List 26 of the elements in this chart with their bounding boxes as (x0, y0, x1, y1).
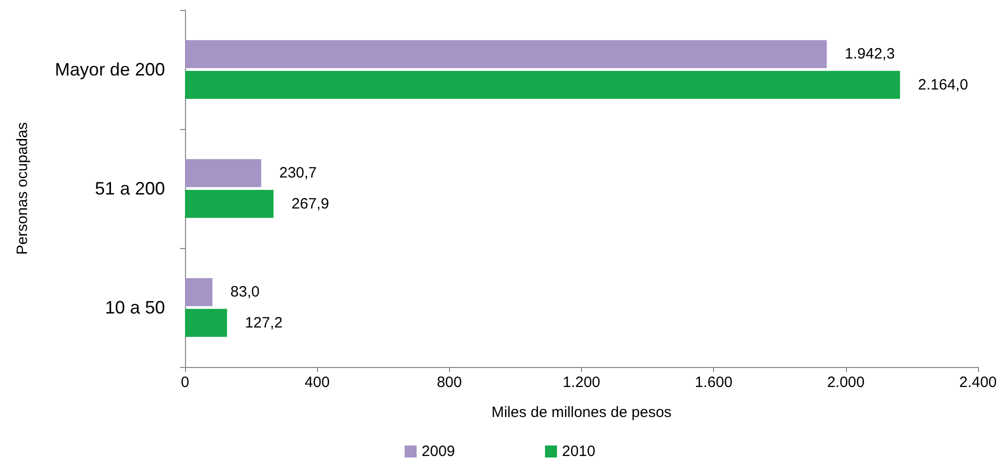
bar (185, 70, 900, 99)
bar (185, 278, 212, 306)
bar (185, 159, 262, 188)
x-tick-label: 800 (436, 374, 462, 391)
data-label: 1.942,3 (844, 46, 895, 63)
x-tick-label: 2.000 (827, 374, 865, 391)
bar (185, 40, 827, 68)
x-tick-label: 400 (304, 374, 330, 391)
data-label: 2.164,0 (918, 76, 968, 94)
x-tick-label: 2.400 (959, 374, 997, 391)
y-tick-label: 51 a 200 (94, 178, 165, 198)
x-axis-title: Miles de millones de pesos (491, 404, 672, 421)
y-tick-label: Mayor de 200 (54, 60, 165, 80)
x-tick-label: 0 (180, 374, 190, 391)
data-label: 230,7 (279, 164, 317, 182)
data-label: 267,9 (292, 195, 330, 212)
data-label: 127,2 (245, 314, 283, 332)
y-axis-title: Personas ocupadas (14, 122, 31, 255)
bar (185, 308, 228, 337)
legend-label: 2010 (562, 443, 596, 460)
bar (185, 190, 274, 218)
x-tick-label: 1.200 (562, 374, 600, 391)
legend-label: 2009 (422, 443, 456, 460)
y-tick-label: 10 a 50 (104, 298, 165, 318)
x-tick-label: 1.600 (694, 374, 732, 391)
data-label: 83,0 (230, 284, 260, 301)
